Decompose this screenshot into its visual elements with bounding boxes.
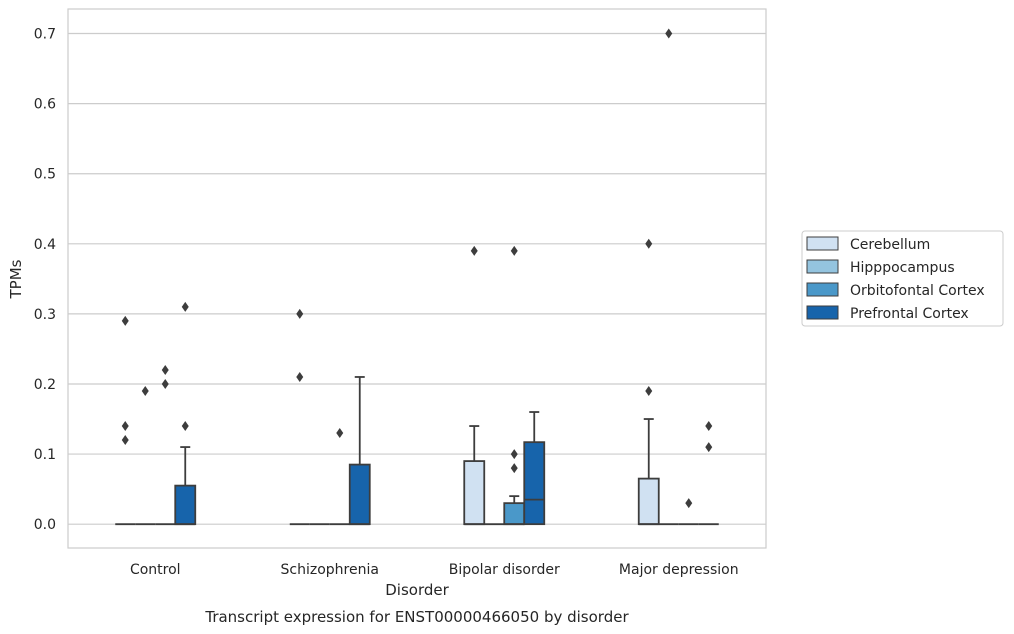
- outlier-point: [141, 385, 149, 396]
- box-prefrontal-cortex: [698, 421, 719, 526]
- outlier-point: [685, 498, 693, 509]
- outlier-point: [705, 421, 713, 432]
- legend-swatch: [806, 259, 839, 274]
- x-tick-label: Major depression: [619, 562, 739, 578]
- x-axis-ticks: Control Schizophrenia Bipolar disorder Majo…: [130, 562, 739, 578]
- outlier-point: [161, 378, 169, 389]
- box-cerebellum: [637, 238, 660, 526]
- box-orbitofontal-cortex: [155, 364, 176, 526]
- y-tick-label: 0.3: [34, 307, 56, 323]
- x-axis-label: Disorder: [385, 581, 449, 599]
- legend-swatch: [806, 305, 839, 320]
- outlier-point: [121, 435, 129, 446]
- outlier-point: [510, 245, 518, 256]
- box-hipppocampus: [135, 385, 156, 526]
- outlier-point: [181, 421, 189, 432]
- legend-swatch: [806, 236, 839, 251]
- outlier-point: [181, 301, 189, 312]
- y-tick-label: 0.4: [34, 237, 56, 253]
- plot-area: [115, 28, 719, 526]
- y-tick-label: 0.1: [34, 447, 56, 463]
- box-body: [348, 463, 371, 526]
- box-prefrontal-cortex: [523, 411, 546, 526]
- x-tick-label: Bipolar disorder: [449, 562, 560, 578]
- box-orbitofontal-cortex: [503, 245, 526, 526]
- outlier-point: [510, 463, 518, 474]
- x-tick-label: Schizophrenia: [281, 562, 379, 578]
- outlier-point: [296, 371, 304, 382]
- outlier-point: [121, 421, 129, 432]
- box-prefrontal-cortex: [174, 301, 197, 526]
- box-body: [174, 484, 197, 526]
- y-tick-label: 0.0: [34, 517, 56, 533]
- outlier-point: [336, 428, 344, 439]
- outlier-point: [705, 442, 713, 453]
- legend-frame: [801, 230, 1004, 327]
- y-tick-label: 0.2: [34, 377, 56, 393]
- y-axis-ticks: 0.0 0.1 0.2 0.3 0.4 0.5 0.6 0.7: [34, 27, 56, 534]
- x-tick-label: Control: [130, 562, 181, 578]
- outlier-point: [645, 385, 653, 396]
- plot-frame: [67, 8, 767, 549]
- outlier-point: [470, 245, 478, 256]
- box-hipppocampus: [658, 28, 679, 526]
- legend: Cerebellum Hipppocampus Orbitofontal Corte…: [801, 230, 1004, 327]
- y-tick-label: 0.5: [34, 167, 56, 183]
- legend-label: Cerebellum: [850, 237, 930, 253]
- outlier-point: [121, 315, 129, 326]
- outlier-point: [645, 238, 653, 249]
- outlier-point: [665, 28, 673, 39]
- outlier-point: [296, 308, 304, 319]
- y-tick-label: 0.6: [34, 97, 56, 113]
- legend-swatch: [806, 282, 839, 297]
- box-cerebellum: [289, 308, 310, 526]
- box-body: [523, 441, 546, 526]
- box-body: [637, 477, 660, 526]
- gridlines: [68, 32, 766, 525]
- y-axis-label: TPMs: [7, 259, 25, 299]
- legend-label: Prefrontal Cortex: [850, 306, 969, 322]
- legend-label: Hipppocampus: [850, 260, 955, 276]
- box-body: [463, 460, 486, 526]
- box-cerebellum: [115, 315, 136, 526]
- box-cerebellum: [463, 245, 486, 526]
- chart-caption: Transcript expression for ENST0000046605…: [204, 608, 629, 626]
- y-tick-label: 0.7: [34, 27, 56, 43]
- box-orbitofontal-cortex: [678, 498, 699, 526]
- legend-label: Orbitofontal Cortex: [850, 283, 985, 299]
- box-orbitofontal-cortex: [329, 428, 350, 526]
- box-prefrontal-cortex: [348, 376, 371, 526]
- outlier-point: [510, 449, 518, 460]
- outlier-point: [161, 364, 169, 375]
- box-body: [503, 502, 526, 526]
